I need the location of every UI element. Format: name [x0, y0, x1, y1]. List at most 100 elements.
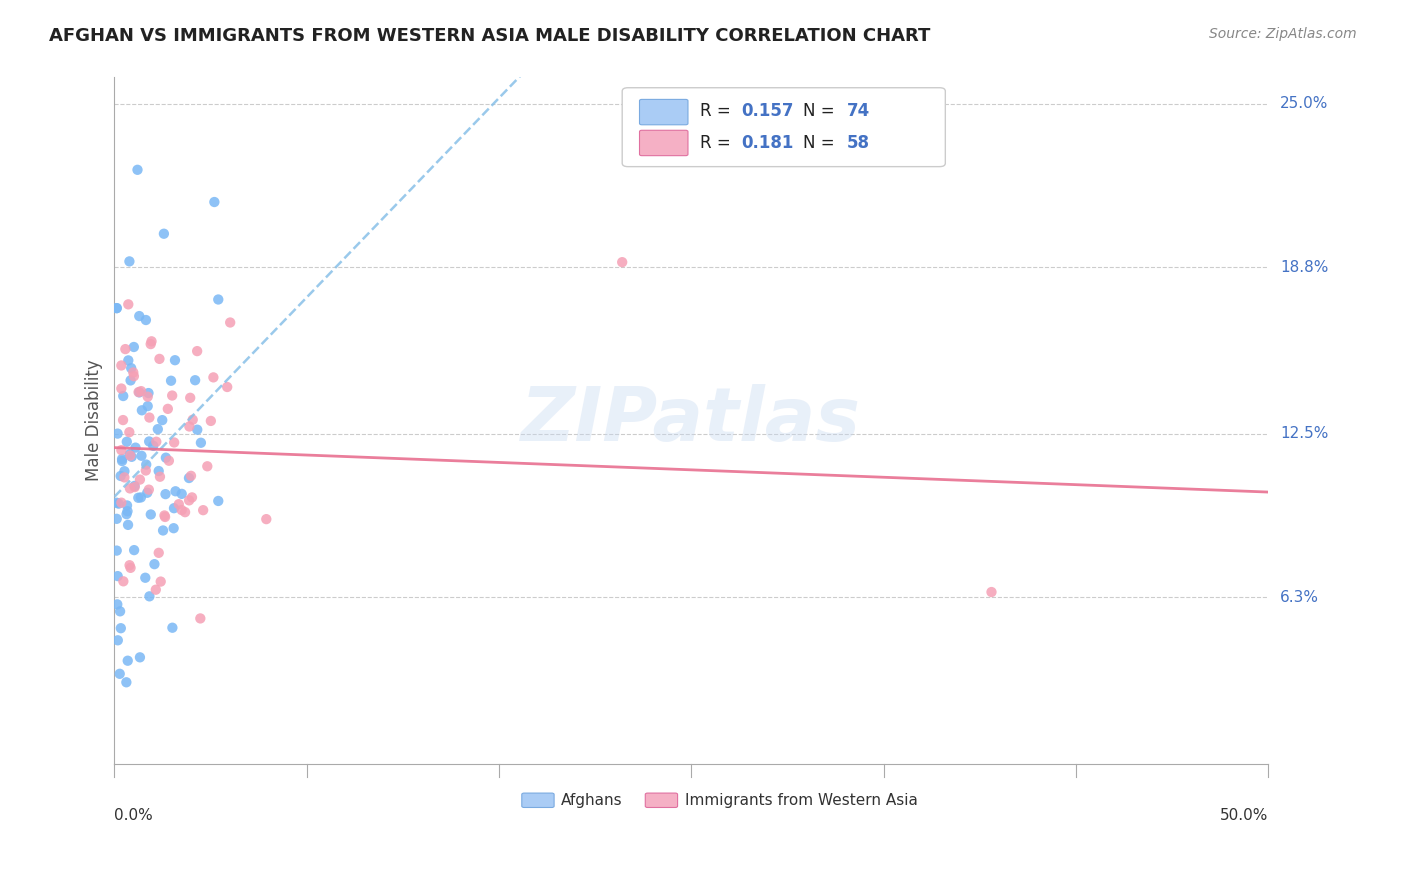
FancyBboxPatch shape: [623, 87, 945, 167]
Point: [112, 470, 135, 484]
FancyBboxPatch shape: [640, 99, 688, 125]
Point: [186, 423, 208, 437]
Point: [118, 558, 141, 573]
Point: [118, 425, 141, 440]
Point: [110, 469, 132, 483]
Point: [148, 351, 170, 366]
Point: [118, 254, 141, 268]
Text: N =: N =: [803, 102, 841, 120]
Point: [180, 468, 202, 483]
Text: Afghans: Afghans: [561, 793, 623, 808]
Point: [131, 449, 153, 463]
Point: [207, 494, 229, 508]
Point: [163, 435, 186, 450]
Point: [108, 604, 131, 618]
Point: [105, 496, 128, 510]
Point: [127, 162, 149, 177]
Point: [146, 422, 169, 436]
Point: [135, 458, 157, 472]
Point: [184, 373, 207, 387]
Point: [122, 369, 145, 384]
Point: [138, 483, 160, 497]
Point: [152, 524, 174, 538]
Point: [112, 389, 135, 403]
Point: [122, 366, 145, 380]
Point: [202, 370, 225, 384]
Point: [117, 517, 139, 532]
Point: [612, 255, 634, 269]
Point: [202, 194, 225, 209]
FancyBboxPatch shape: [640, 130, 688, 156]
Point: [150, 413, 173, 427]
Point: [136, 390, 159, 404]
Text: N =: N =: [803, 134, 841, 152]
Point: [163, 521, 186, 535]
Point: [115, 434, 138, 449]
Point: [107, 426, 129, 441]
Point: [114, 342, 136, 356]
Point: [124, 441, 146, 455]
Text: ZIPatlas: ZIPatlas: [522, 384, 862, 457]
Point: [136, 485, 159, 500]
Point: [111, 454, 134, 468]
Point: [110, 496, 132, 510]
Point: [117, 654, 139, 668]
Point: [108, 666, 131, 681]
Point: [105, 512, 128, 526]
Point: [148, 464, 170, 478]
Point: [153, 508, 176, 523]
Point: [188, 611, 211, 625]
Point: [120, 361, 142, 376]
Text: 50.0%: 50.0%: [1220, 808, 1268, 823]
Point: [163, 501, 186, 516]
Point: [128, 385, 150, 400]
Point: [107, 497, 129, 511]
Point: [105, 301, 128, 315]
Point: [112, 574, 135, 589]
Text: AFGHAN VS IMMIGRANTS FROM WESTERN ASIA MALE DISABILITY CORRELATION CHART: AFGHAN VS IMMIGRANTS FROM WESTERN ASIA M…: [49, 27, 931, 45]
Point: [124, 479, 146, 493]
Point: [181, 491, 204, 505]
Point: [160, 388, 183, 402]
FancyBboxPatch shape: [522, 793, 554, 807]
Text: 0.157: 0.157: [741, 102, 793, 120]
Point: [118, 482, 141, 496]
Point: [131, 403, 153, 417]
Point: [145, 434, 167, 449]
Point: [149, 574, 172, 589]
Point: [117, 353, 139, 368]
Point: [105, 543, 128, 558]
Text: Immigrants from Western Asia: Immigrants from Western Asia: [685, 793, 917, 808]
Point: [200, 414, 222, 428]
Point: [157, 454, 180, 468]
Point: [128, 309, 150, 323]
Point: [148, 546, 170, 560]
Point: [139, 508, 162, 522]
Point: [980, 585, 1002, 599]
Point: [117, 297, 139, 311]
Point: [165, 484, 187, 499]
Text: 0.0%: 0.0%: [114, 808, 153, 823]
Point: [115, 507, 138, 521]
Text: 25.0%: 25.0%: [1279, 96, 1329, 112]
Point: [167, 497, 190, 511]
Point: [138, 590, 160, 604]
Point: [110, 621, 132, 635]
Point: [120, 373, 142, 387]
Point: [138, 386, 160, 401]
Point: [179, 391, 201, 405]
Point: [128, 385, 150, 400]
Point: [107, 633, 129, 648]
Point: [207, 293, 229, 307]
Point: [177, 471, 200, 485]
Point: [190, 435, 212, 450]
Point: [127, 491, 149, 505]
Point: [195, 459, 218, 474]
Point: [156, 401, 179, 416]
Point: [110, 443, 132, 458]
Text: 74: 74: [848, 102, 870, 120]
Point: [254, 512, 277, 526]
Point: [121, 450, 143, 464]
Point: [115, 675, 138, 690]
Point: [136, 399, 159, 413]
